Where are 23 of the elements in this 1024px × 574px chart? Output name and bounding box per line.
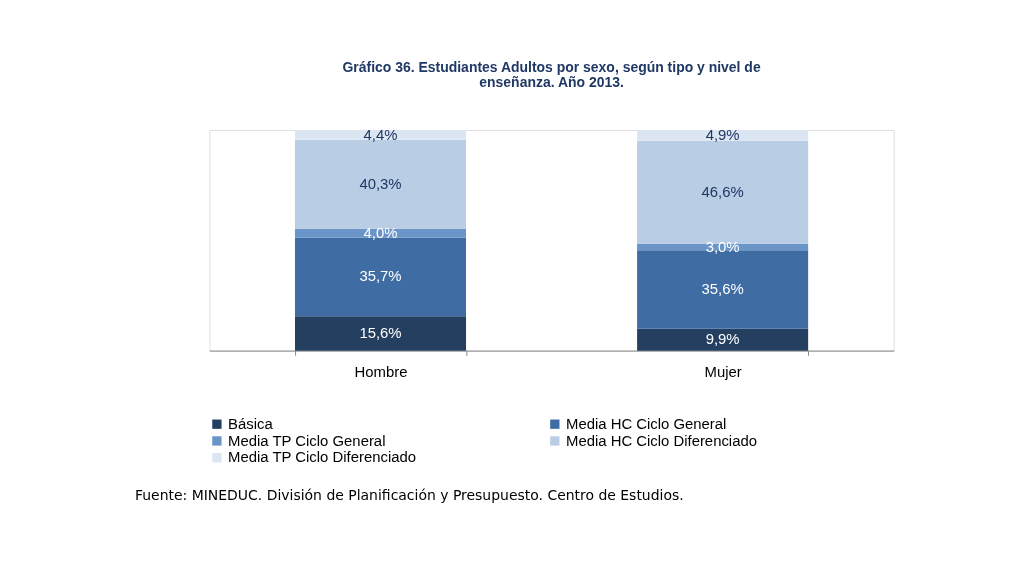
legend-label: Media TP Ciclo Diferenciado [228,449,417,466]
data-label: 9,9% [705,331,740,348]
data-label: 35,6% [701,281,744,298]
legend-label: Media HC Ciclo Diferenciado [565,432,757,449]
data-label: 4,0% [363,224,398,241]
data-label: 4,9% [705,127,740,144]
data-label: 46,6% [701,183,744,200]
legend-label: Media TP Ciclo General [228,432,386,449]
source-note: Fuente: MINEDUC. División de Planificación y Presupuesto. Centro de Estudios. [134,486,684,503]
legend-label: Media HC Ciclo General [565,415,727,432]
bar [294,316,467,351]
chart-title: Gráfico 36. Estudiantes Adultos por sexo, según tipo y nivel de enseñanza. Año 2013. [342,58,761,91]
bar [637,130,809,141]
legend-label: Básica [228,415,274,432]
data-label: 15,6% [359,325,402,342]
bar [294,130,467,140]
x-tick-label: Mujer [704,364,742,381]
data-label: 40,3% [359,175,402,192]
bar [637,140,809,244]
x-tick-label: Hombre [354,364,408,381]
data-label: 4,4% [363,126,398,143]
bar [637,328,809,351]
data-label: 35,7% [359,268,402,285]
